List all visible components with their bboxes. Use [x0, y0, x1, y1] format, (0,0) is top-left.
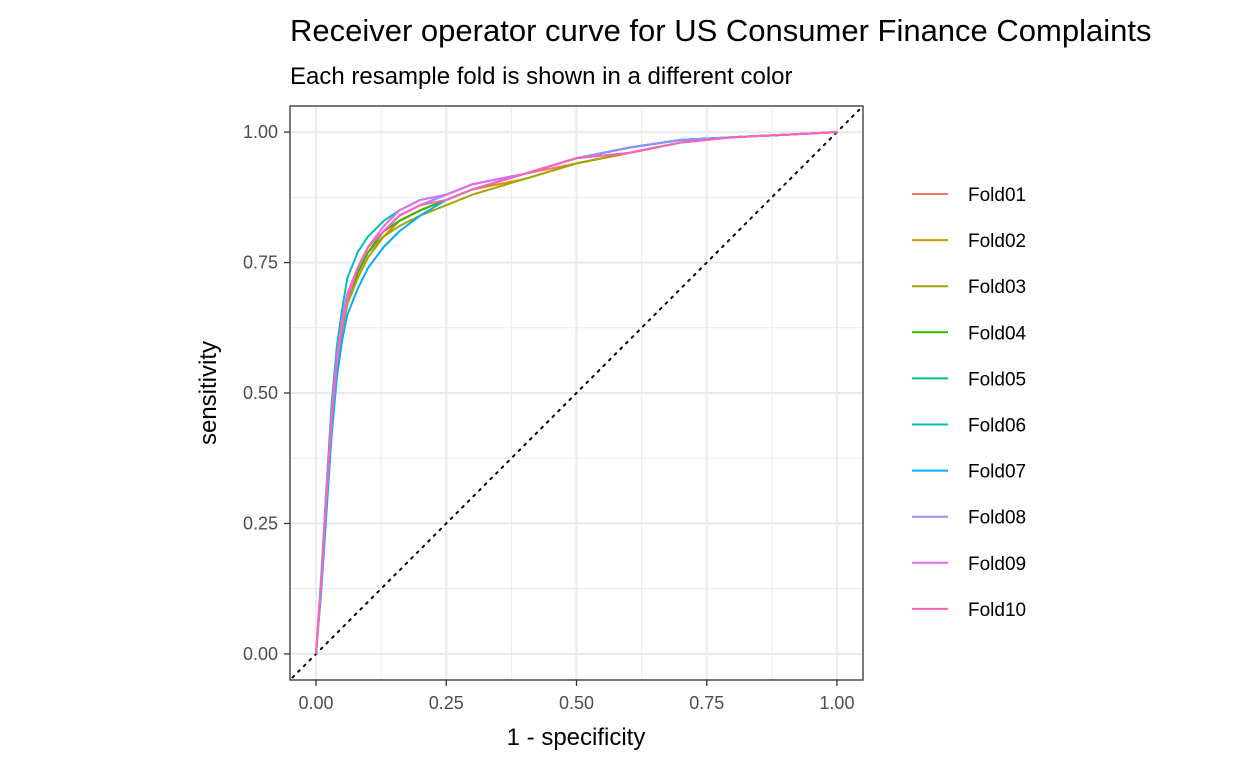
y-axis-ticks: 0.00 0.25 0.50 0.75 1.00: [243, 122, 290, 664]
y-tick-label-1: 0.25: [243, 513, 278, 533]
legend-label-fold10: Fold10: [968, 600, 1026, 621]
legend-label-fold07: Fold07: [968, 462, 1026, 483]
legend-label-fold09: Fold09: [968, 554, 1026, 575]
series-lines: [315, 131, 838, 654]
x-axis-ticks: 0.00 0.25 0.50 0.75 1.00: [299, 680, 854, 713]
legend-label-fold05: Fold05: [968, 369, 1026, 390]
legend-item-fold07: Fold07: [912, 462, 1026, 483]
legend-item-fold02: Fold02: [912, 231, 1026, 252]
legend-label-fold02: Fold02: [968, 231, 1026, 252]
legend-label-fold08: Fold08: [968, 508, 1026, 529]
legend-item-fold04: Fold04: [912, 323, 1027, 344]
x-tick-label-3: 0.75: [689, 693, 724, 713]
chart-subtitle: Each resample fold is shown in a differe…: [290, 63, 793, 90]
reference-diagonal: [291, 107, 862, 679]
y-tick-label-0: 0.00: [243, 644, 278, 664]
chart-title: Receiver operator curve for US Consumer …: [290, 13, 1151, 48]
y-axis-title: sensitivity: [195, 341, 222, 445]
x-tick-label-4: 1.00: [819, 693, 854, 713]
legend-item-fold06: Fold06: [912, 416, 1026, 437]
y-tick-label-4: 1.00: [243, 122, 278, 142]
x-tick-label-1: 0.25: [429, 693, 464, 713]
x-tick-label-2: 0.50: [559, 693, 594, 713]
legend-item-fold08: Fold08: [912, 508, 1026, 529]
legend-item-fold09: Fold09: [912, 554, 1026, 575]
legend-label-fold04: Fold04: [968, 323, 1027, 344]
x-tick-label-0: 0.00: [299, 693, 334, 713]
y-tick-label-2: 0.50: [243, 383, 278, 403]
legend-label-fold03: Fold03: [968, 277, 1026, 298]
legend-item-fold01: Fold01: [912, 185, 1026, 206]
reference-diagonal-line: [291, 107, 862, 679]
legend-label-fold06: Fold06: [968, 416, 1026, 437]
plot-panel: [289, 105, 864, 681]
legend-label-fold01: Fold01: [968, 185, 1026, 206]
y-tick-label-3: 0.75: [243, 253, 278, 273]
legend-item-fold05: Fold05: [912, 369, 1026, 390]
roc-line-fold10: [315, 131, 838, 654]
legend-item-fold10: Fold10: [912, 600, 1026, 621]
x-axis-title: 1 - specificity: [507, 724, 646, 751]
legend-item-fold03: Fold03: [912, 277, 1026, 298]
legend: Fold01 Fold02 Fold03 Fold04 Fold05 Fold06 Fold…: [912, 185, 1027, 621]
